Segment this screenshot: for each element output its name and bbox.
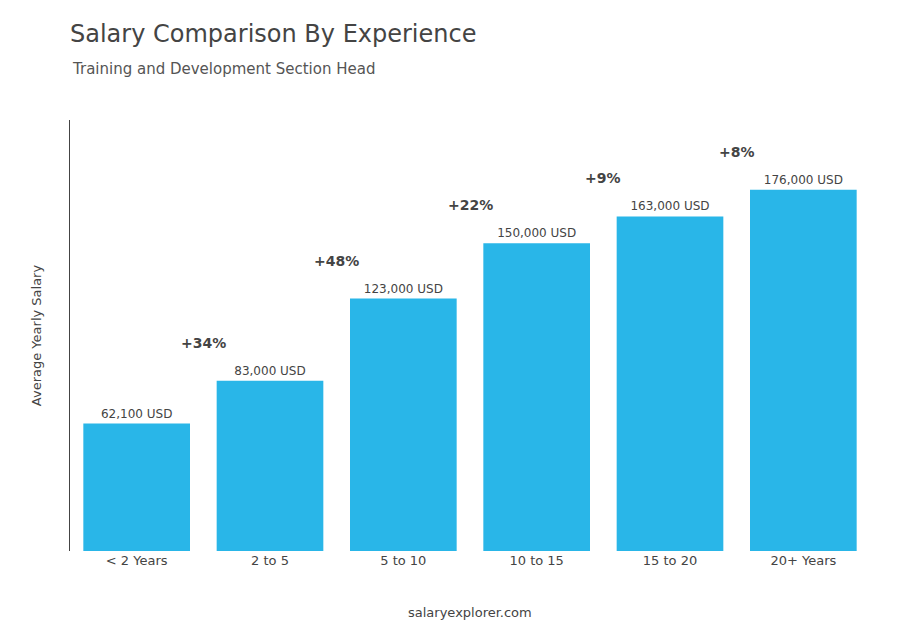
svg-text:+8%: +8% bbox=[719, 144, 755, 160]
svg-text:+48%: +48% bbox=[314, 253, 359, 269]
svg-text:+22%: +22% bbox=[448, 197, 493, 213]
svg-text:+34%: +34% bbox=[181, 335, 226, 351]
svg-text:< 2 Years: < 2 Years bbox=[106, 553, 168, 568]
svg-text:Training and Development Secti: Training and Development Section Head bbox=[72, 60, 375, 78]
svg-text:Salary Comparison By Experienc: Salary Comparison By Experience bbox=[70, 20, 476, 48]
svg-text:Average Yearly Salary: Average Yearly Salary bbox=[29, 265, 44, 407]
svg-text:163,000 USD: 163,000 USD bbox=[630, 199, 709, 213]
svg-text:83,000 USD: 83,000 USD bbox=[234, 364, 305, 378]
svg-text:5 to 10: 5 to 10 bbox=[380, 553, 426, 568]
svg-text:123,000 USD: 123,000 USD bbox=[364, 282, 443, 296]
svg-text:15 to 20: 15 to 20 bbox=[643, 553, 697, 568]
svg-text:10 to 15: 10 to 15 bbox=[509, 553, 563, 568]
svg-text:176,000 USD: 176,000 USD bbox=[764, 173, 843, 187]
svg-text:150,000 USD: 150,000 USD bbox=[497, 226, 576, 240]
svg-text:salaryexplorer.com: salaryexplorer.com bbox=[408, 605, 532, 620]
svg-text:2 to 5: 2 to 5 bbox=[251, 553, 289, 568]
svg-text:+9%: +9% bbox=[585, 170, 621, 186]
svg-text:62,100 USD: 62,100 USD bbox=[101, 407, 172, 421]
svg-text:20+ Years: 20+ Years bbox=[770, 553, 836, 568]
